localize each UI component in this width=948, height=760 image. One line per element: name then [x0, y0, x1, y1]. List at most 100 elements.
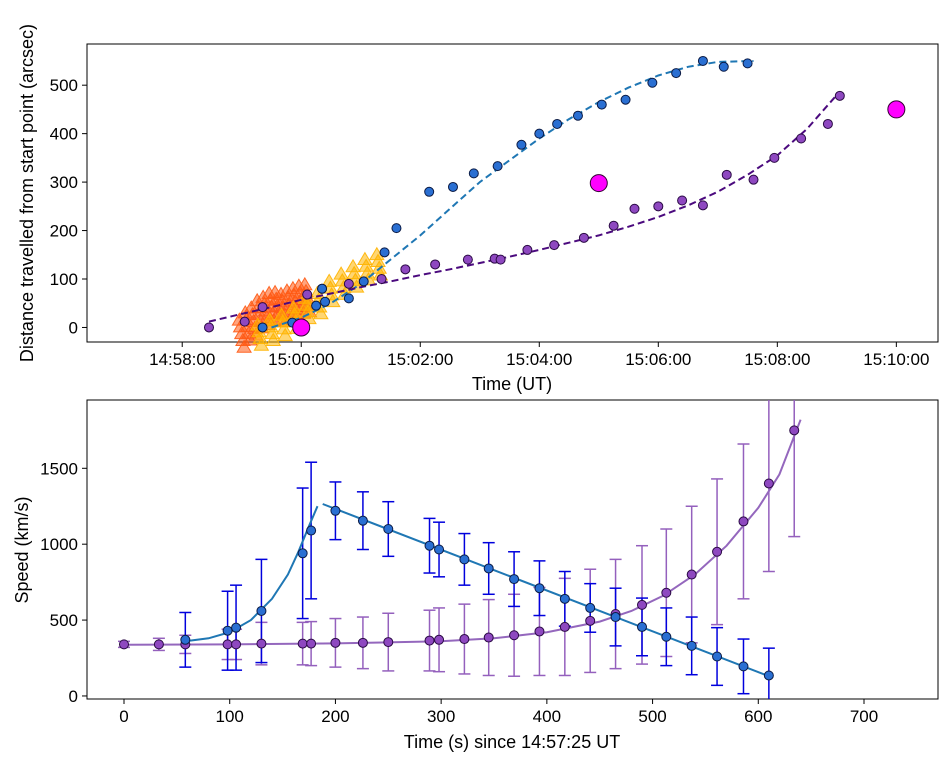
purple-point — [738, 516, 749, 527]
x-tick-label: 15:04:00 — [506, 350, 572, 369]
blue-point — [718, 61, 729, 72]
purple-point — [203, 322, 214, 333]
purple-point — [297, 638, 308, 649]
blue-point — [552, 118, 563, 129]
blue-point — [320, 296, 331, 307]
blue-point — [256, 605, 267, 616]
purple-point — [430, 259, 441, 270]
yellow-triangle — [253, 337, 270, 351]
blue-fit-line — [185, 505, 319, 643]
purple-point — [376, 274, 387, 285]
x-tick-label: 15:08:00 — [744, 350, 810, 369]
purple-point — [153, 639, 164, 650]
purple-point — [748, 174, 759, 185]
purple-point — [796, 133, 807, 144]
blue-point — [637, 621, 647, 632]
blue-point — [596, 99, 607, 110]
x-axis-label: Time (s) since 14:57:25 UT — [404, 732, 620, 752]
blue-point — [559, 593, 570, 604]
blue-point — [763, 670, 774, 681]
purple-point — [256, 638, 267, 649]
yellow-triangle — [313, 305, 329, 320]
purple-point — [306, 638, 317, 649]
purple-point — [119, 639, 129, 650]
blue-point — [671, 68, 682, 79]
blue-linear-fit-line — [322, 503, 772, 678]
blue-point — [459, 554, 470, 565]
purple-point — [400, 264, 411, 275]
magenta-marker — [292, 318, 311, 337]
blue-point — [330, 505, 341, 516]
y-tick-label: 500 — [50, 611, 78, 630]
purple-point — [459, 634, 470, 645]
blue-point — [306, 525, 317, 536]
blue-point — [383, 524, 394, 535]
purple-point — [222, 639, 233, 650]
purple-point — [343, 278, 354, 289]
blue-point — [742, 58, 753, 69]
x-tick-label: 300 — [427, 707, 455, 726]
x-tick-label: 700 — [850, 707, 878, 726]
purple-point — [677, 195, 688, 206]
purple-point — [763, 478, 774, 489]
magenta-marker — [887, 100, 906, 119]
purple-point — [239, 316, 250, 327]
y-axis-label: Distance travelled from start point (arc… — [17, 24, 37, 362]
purple-point — [608, 220, 619, 231]
purple-point — [637, 599, 647, 610]
y-tick-label: 1000 — [40, 535, 78, 554]
blue-point — [358, 276, 369, 287]
blue-point — [509, 574, 520, 585]
blue-point — [697, 55, 708, 66]
y-tick-label: 0 — [69, 687, 78, 706]
purple-point — [712, 546, 723, 557]
blue-point — [738, 661, 749, 672]
purple-point — [483, 632, 494, 643]
x-tick-label: 15:10:00 — [863, 350, 929, 369]
blue-point — [447, 181, 458, 192]
purple-point — [302, 289, 313, 300]
purple-point — [330, 637, 341, 648]
y-tick-label: 400 — [50, 125, 78, 144]
purple-point — [585, 615, 596, 626]
blue-point — [357, 515, 368, 526]
blue-point — [297, 548, 308, 559]
magenta-marker — [589, 174, 608, 193]
speed-panel: 0 100 200 300 400 500 600 700 0 500 1000 1500 Time … — [12, 399, 939, 752]
yellow-triangle — [277, 327, 294, 342]
purple-point — [834, 90, 845, 101]
x-tick-label: 15:06:00 — [625, 350, 691, 369]
purple-point — [534, 626, 545, 637]
purple-point — [789, 425, 800, 436]
x-axis-label: Time (UT) — [472, 374, 552, 394]
blue-point — [620, 94, 631, 105]
purple-point — [522, 244, 533, 255]
purple-point — [686, 569, 697, 580]
y-tick-label: 200 — [50, 222, 78, 241]
x-tick-label: 14:58:00 — [149, 350, 215, 369]
blue-point — [222, 625, 233, 636]
x-tick-label: 15:02:00 — [387, 350, 453, 369]
y-tick-label: 100 — [50, 270, 78, 289]
x-tick-label: 600 — [744, 707, 772, 726]
purple-point — [769, 152, 780, 163]
yellow-triangle — [265, 332, 282, 346]
y-tick-label: 0 — [69, 318, 78, 337]
purple-point — [434, 634, 445, 645]
blue-point — [379, 247, 390, 258]
blue-point — [686, 640, 697, 651]
purple-point — [822, 118, 833, 129]
purple-point — [495, 254, 506, 265]
blue-point — [712, 651, 723, 662]
purple-point — [257, 302, 268, 313]
distance-panel: 14:58:00 15:00:00 15:02:00 15:04:00 15:06:00… — [17, 24, 939, 394]
blue-point — [492, 161, 503, 172]
y-tick-label: 1500 — [40, 459, 78, 478]
purple-point — [424, 635, 435, 646]
plot-frame — [86, 43, 939, 343]
blue-point — [516, 139, 527, 150]
purple-point — [549, 240, 560, 251]
purple-point — [629, 203, 640, 214]
blue-point — [585, 602, 596, 613]
blue-point — [317, 283, 328, 294]
